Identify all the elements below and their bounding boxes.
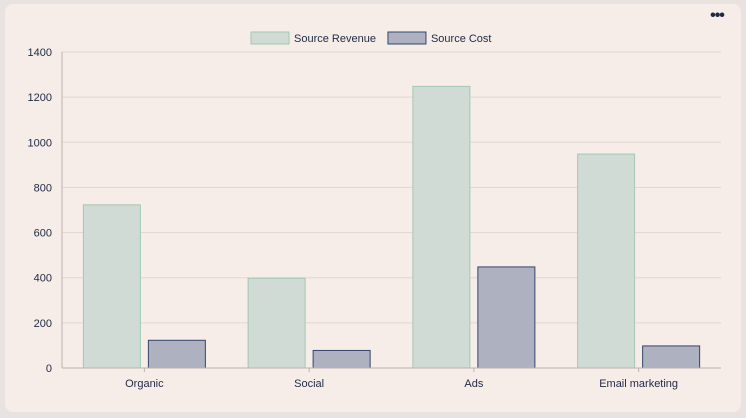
x-tick-label: Email marketing (599, 378, 678, 390)
legend-swatch (250, 31, 290, 45)
bar-source-cost-organic (147, 339, 206, 369)
y-tick-label: 1000 (28, 137, 52, 149)
y-tick-label: 400 (34, 273, 52, 285)
y-tick-label: 0 (46, 363, 52, 375)
bar-source-cost-ads (477, 266, 536, 369)
x-tick-label: Organic (125, 378, 164, 390)
bar-source-cost-social (312, 349, 371, 369)
legend-label: Source Revenue (294, 33, 376, 45)
bar-source-revenue-social (247, 277, 306, 369)
bar-source-revenue-ads (412, 85, 471, 369)
y-tick-label: 1400 (28, 47, 52, 59)
legend-swatch (387, 31, 427, 45)
y-tick-label: 1200 (28, 92, 52, 104)
y-axis: 0 200 400 600 800 1000 1200 1400 (28, 47, 63, 375)
legend: Source Revenue Source Cost (250, 31, 492, 45)
legend-label: Source Cost (431, 33, 492, 45)
more-options-icon[interactable]: ••• (710, 7, 725, 24)
bar-source-revenue-email-marketing (577, 153, 636, 369)
x-axis: Organic Social Ads Email marketing (62, 367, 721, 390)
bar-source-revenue-organic (82, 204, 141, 369)
bars (82, 85, 701, 369)
x-tick-label: Social (294, 378, 324, 390)
y-tick-label: 800 (34, 182, 52, 194)
y-tick-label: 600 (34, 228, 52, 240)
x-tick-label: Ads (464, 378, 483, 390)
y-tick-label: 200 (34, 318, 52, 330)
bar-source-cost-email-marketing (642, 345, 701, 369)
